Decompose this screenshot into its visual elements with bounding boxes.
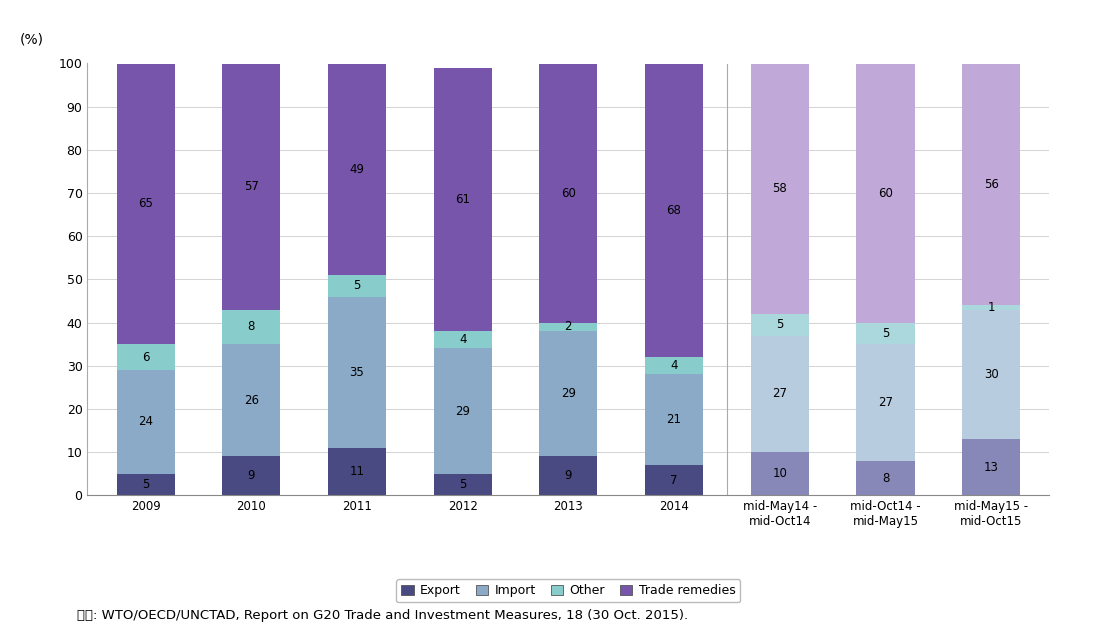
Text: 60: 60	[878, 187, 893, 199]
Text: 4: 4	[670, 359, 678, 372]
Text: 60: 60	[561, 187, 576, 199]
Bar	[962, 64, 1020, 305]
Bar	[222, 344, 280, 457]
Bar	[328, 64, 386, 275]
Bar	[117, 64, 175, 344]
Text: 9: 9	[247, 469, 255, 483]
Text: 5: 5	[353, 279, 361, 292]
Legend: Export, Import, Other, Trade remedies: Export, Import, Other, Trade remedies	[397, 579, 740, 602]
Text: 30: 30	[984, 368, 999, 381]
Bar	[751, 452, 809, 495]
Bar	[222, 64, 280, 310]
Bar	[645, 375, 703, 465]
Bar	[962, 310, 1020, 439]
Bar	[117, 370, 175, 474]
Text: 26: 26	[244, 394, 259, 407]
Bar	[434, 349, 492, 474]
Bar	[857, 64, 915, 323]
Text: 8: 8	[248, 321, 255, 333]
Bar	[857, 344, 915, 461]
Bar	[751, 335, 809, 452]
Text: 35: 35	[350, 366, 364, 378]
Text: 68: 68	[667, 204, 682, 217]
Text: 27: 27	[878, 396, 893, 409]
Text: 29: 29	[561, 387, 576, 400]
Bar	[962, 305, 1020, 310]
Bar	[645, 357, 703, 375]
Bar	[328, 275, 386, 297]
Bar	[857, 461, 915, 495]
Text: 56: 56	[984, 178, 999, 191]
Bar	[645, 465, 703, 495]
Text: 13: 13	[984, 461, 999, 474]
Bar	[539, 457, 598, 495]
Bar	[645, 64, 703, 357]
Text: 61: 61	[455, 193, 470, 206]
Bar	[751, 64, 809, 314]
Text: 5: 5	[459, 478, 467, 491]
Text: 10: 10	[773, 467, 787, 480]
Text: 11: 11	[350, 465, 364, 478]
Bar	[222, 310, 280, 344]
Bar	[117, 344, 175, 370]
Text: 27: 27	[773, 387, 787, 400]
Bar	[751, 314, 809, 335]
Text: 57: 57	[244, 180, 259, 193]
Text: (%): (%)	[20, 32, 44, 46]
Bar	[328, 448, 386, 495]
Text: 7: 7	[670, 474, 678, 486]
Text: 58: 58	[773, 182, 787, 195]
Text: 4: 4	[459, 333, 467, 346]
Text: 6: 6	[142, 351, 150, 364]
Bar	[328, 297, 386, 448]
Text: 5: 5	[882, 327, 889, 340]
Text: 24: 24	[138, 415, 153, 429]
Text: 5: 5	[776, 318, 784, 331]
Text: 출첸: WTO/OECD/UNCTAD, Report on G20 Trade and Investment Measures, 18 (30 Oct. 20: 출첸: WTO/OECD/UNCTAD, Report on G20 Trade…	[77, 610, 687, 622]
Text: 65: 65	[138, 197, 153, 210]
Bar	[857, 323, 915, 344]
Bar	[539, 64, 598, 323]
Bar	[117, 474, 175, 495]
Text: 9: 9	[565, 469, 572, 483]
Bar	[962, 439, 1020, 495]
Text: 1: 1	[987, 301, 995, 314]
Text: 29: 29	[455, 404, 470, 418]
Bar	[434, 68, 492, 331]
Bar	[434, 474, 492, 495]
Text: 21: 21	[667, 413, 682, 426]
Text: 2: 2	[565, 321, 572, 333]
Bar	[539, 323, 598, 331]
Bar	[434, 331, 492, 349]
Bar	[539, 331, 598, 457]
Text: 49: 49	[350, 163, 364, 176]
Text: 5: 5	[142, 478, 150, 491]
Text: 8: 8	[882, 472, 889, 485]
Bar	[222, 457, 280, 495]
